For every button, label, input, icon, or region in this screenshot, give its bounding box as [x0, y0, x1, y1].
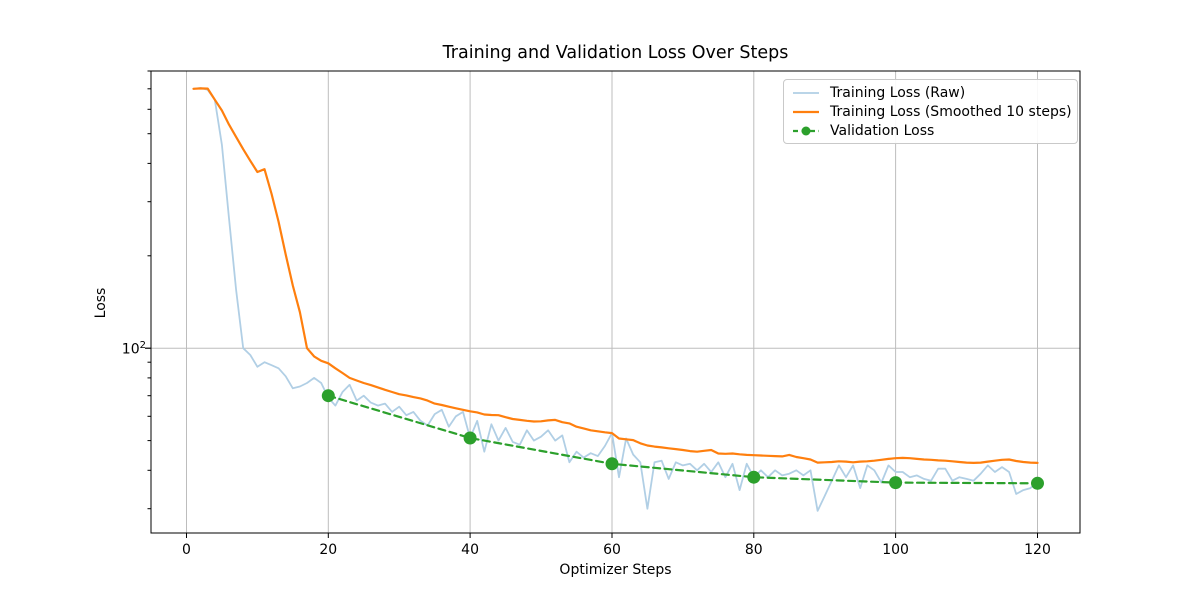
series-line-0	[192, 87, 1039, 512]
series-marker-2	[605, 457, 619, 471]
series-marker-2	[747, 470, 761, 484]
x-tick-label: 0	[182, 542, 191, 558]
legend-label: Training Loss (Smoothed 10 steps)	[830, 103, 1072, 120]
legend-dashed-marker-sample-icon	[793, 126, 819, 135]
legend-item-raw: Training Loss (Raw)	[792, 85, 1069, 101]
legend-label: Validation Loss	[830, 122, 935, 139]
series-marker-2	[463, 431, 477, 445]
legend: Training Loss (Raw) Training Loss (Smoot…	[783, 79, 1078, 144]
x-axis-label: Optimizer Steps	[559, 562, 672, 578]
series-marker-2	[1031, 476, 1044, 490]
legend-item-smoothed: Training Loss (Smoothed 10 steps)	[792, 103, 1072, 120]
axes-spines	[150, 70, 1081, 534]
y-tick-label-exponent: 2	[139, 340, 146, 351]
chart-title: Training and Validation Loss Over Steps	[442, 43, 789, 63]
x-tick-label: 80	[745, 542, 763, 558]
y-axis-label: Loss	[93, 287, 109, 319]
legend-line-sample-icon	[793, 91, 819, 94]
x-tick-label: 100	[882, 542, 909, 558]
x-tick-label: 120	[1024, 542, 1051, 558]
series-line-1	[192, 87, 1039, 464]
series-line-2	[327, 394, 1039, 485]
y-tick-label: 102	[94, 341, 146, 357]
y-tick-label-base: 10	[121, 341, 140, 358]
x-tick-label: 40	[461, 542, 479, 558]
x-tick-label: 20	[319, 542, 337, 558]
x-tick-label: 60	[603, 542, 621, 558]
series-marker-2	[321, 389, 335, 403]
legend-marker-icon	[801, 126, 811, 135]
legend-line-sample-icon	[793, 110, 819, 113]
legend-item-validation: Validation Loss	[792, 123, 1069, 139]
series-marker-2	[889, 476, 903, 490]
legend-label: Training Loss (Raw)	[830, 84, 966, 101]
